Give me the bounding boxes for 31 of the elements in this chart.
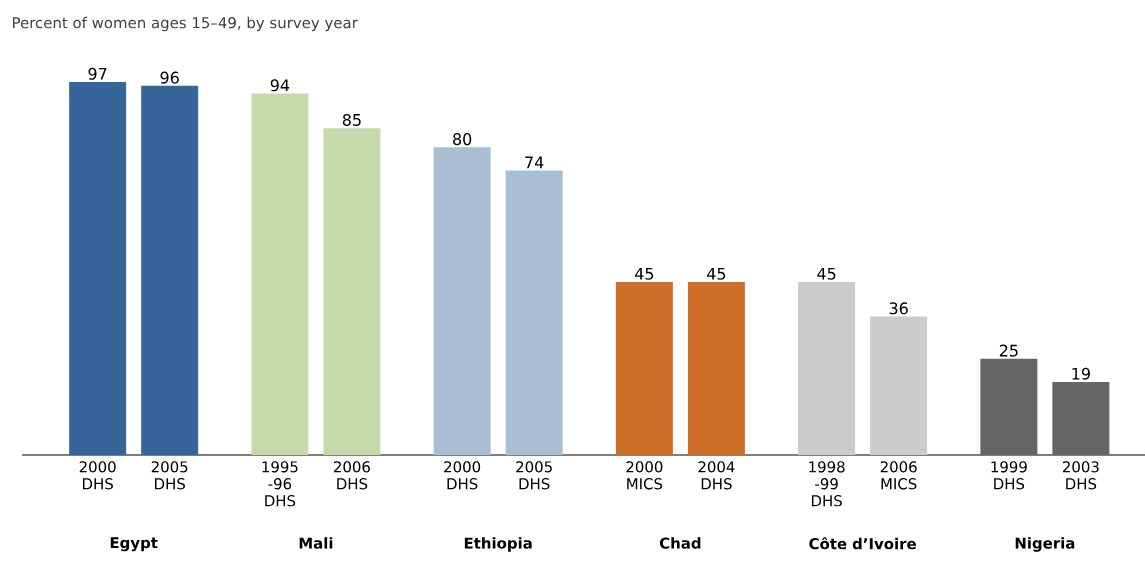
x-tick-label: 1999 DHS	[991, 461, 1027, 490]
text: Mali	[299, 537, 333, 549]
text: Chad	[659, 537, 701, 549]
data-label: 97	[88, 67, 107, 80]
data-label: 45	[817, 267, 836, 280]
x-tick-label: 2006 MICS	[880, 461, 917, 490]
x-tick-label: 2005 DHS	[516, 461, 552, 490]
data-label: 94	[270, 79, 290, 92]
text: Ethiopia	[464, 537, 532, 552]
data-label: 96	[160, 71, 179, 84]
x-tick-label: 2004 DHS	[698, 461, 735, 490]
x-tick-label: 2006 DHS	[334, 461, 370, 490]
text: Côte d’Ivoire	[809, 537, 916, 550]
x-tick-label: 2005 DHS	[151, 461, 188, 490]
data-label: 45	[707, 267, 726, 280]
data-label: 80	[453, 133, 472, 146]
chart-title: Percent of women ages 15–49, by survey year	[13, 16, 358, 32]
data-label: 36	[889, 302, 908, 315]
x-tick-label: 2000 DHS	[79, 461, 116, 490]
data-label: 74	[525, 156, 544, 169]
data-label: 45	[635, 267, 654, 280]
x-tick-label: 1995 -96 DHS	[262, 461, 298, 507]
x-tick-label: 2000 DHS	[444, 461, 481, 490]
x-tick-label: 2003 DHS	[1062, 461, 1099, 490]
text: Nigeria	[1015, 537, 1075, 552]
x-tick-label: 1998 -99 DHS	[809, 461, 845, 507]
data-label: 25	[999, 344, 1018, 357]
x-tick-label: 2000 MICS	[626, 461, 663, 490]
data-label: 19	[1072, 367, 1090, 380]
text: Egypt	[110, 537, 158, 552]
data-label: 85	[342, 113, 361, 126]
